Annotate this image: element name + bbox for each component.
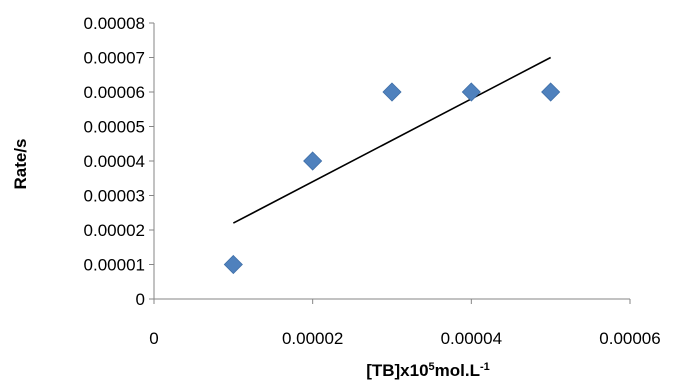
y-tick-label: 0.00007 <box>84 49 145 68</box>
data-point-diamond <box>223 254 243 275</box>
y-tick-label: 0.00008 <box>84 14 145 33</box>
x-tick-label: 0.00004 <box>441 329 502 348</box>
data-point-diamond <box>382 82 402 102</box>
x-axis-title: [TB]x105mol.L-1 <box>366 361 490 380</box>
data-point-diamond <box>303 151 323 171</box>
x-axis-title-mid: mol.L <box>435 361 480 380</box>
x-tick-label: 0.00006 <box>599 329 660 348</box>
y-tick-label: 0.00005 <box>84 118 145 137</box>
y-tick-label: 0.00004 <box>84 152 145 171</box>
y-tick-label: 0 <box>136 290 145 309</box>
x-axis: 0 0.00002 0.00004 0.00006 <box>149 298 661 348</box>
linear-trendline <box>232 56 552 224</box>
y-tick-label: 0.00006 <box>84 83 145 102</box>
y-tick-label: 0.00002 <box>84 221 145 240</box>
x-axis-title-main: [TB]x10 <box>366 361 428 380</box>
y-tick-label: 0.00001 <box>84 256 145 275</box>
x-tick-label: 0 <box>149 329 158 348</box>
x-axis-title-sup2: -1 <box>480 361 490 373</box>
trendline-group <box>232 56 552 224</box>
data-point-diamond <box>541 82 561 102</box>
x-axis-title-sup1: 5 <box>429 361 435 373</box>
y-axis-title: Rate/s <box>11 138 30 189</box>
data-point-diamond <box>461 82 481 102</box>
y-tick-label: 0.00003 <box>84 187 145 206</box>
y-axis: 0 0.00001 0.00002 0.00003 0.00004 0.00005 0.00… <box>84 14 155 309</box>
data-points <box>223 82 561 275</box>
x-tick-label: 0.00002 <box>282 329 343 348</box>
